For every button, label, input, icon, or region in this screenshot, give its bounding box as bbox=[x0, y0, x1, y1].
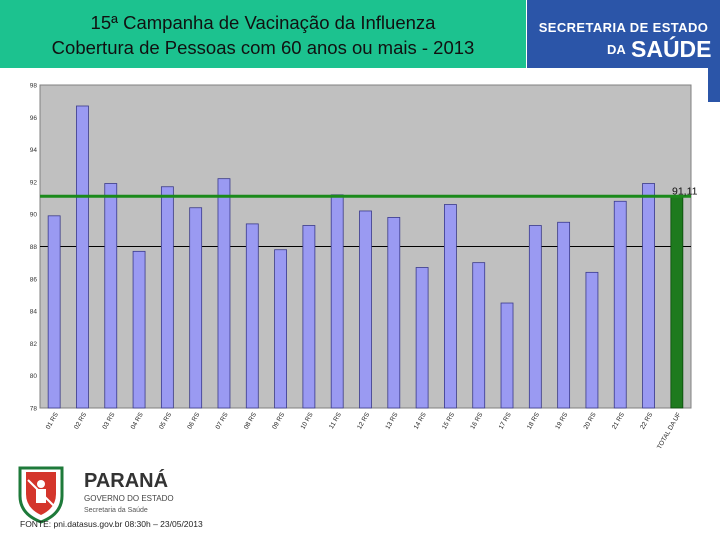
y-tick-label: 78 bbox=[30, 406, 38, 413]
x-tick-label: 08 RS bbox=[243, 411, 258, 431]
bar bbox=[76, 105, 89, 409]
bar bbox=[472, 262, 486, 409]
chart-title-line2: Cobertura de Pessoas com 60 anos ou mais… bbox=[51, 37, 475, 58]
brand-saude: SAÚDE bbox=[631, 36, 712, 62]
bar bbox=[585, 271, 599, 409]
y-tick-label: 88 bbox=[30, 244, 38, 251]
x-tick-label: 16 RS bbox=[469, 411, 484, 431]
x-tick-label: TOTAL DA UF bbox=[656, 411, 683, 450]
bar bbox=[217, 178, 231, 409]
bar bbox=[500, 302, 514, 409]
y-tick-label: 90 bbox=[30, 212, 38, 219]
bar bbox=[47, 215, 61, 409]
x-tick-label: 19 RS bbox=[554, 411, 569, 431]
x-tick-label: 03 RS bbox=[101, 411, 116, 431]
bar bbox=[359, 210, 372, 409]
y-tick-label: 86 bbox=[30, 276, 38, 283]
bar bbox=[415, 267, 429, 409]
y-axis: 78 80 82 84 86 88 90 92 94 96 98 bbox=[30, 83, 38, 413]
bar bbox=[160, 186, 174, 409]
brand-da: DA bbox=[607, 42, 626, 57]
x-tick-label: 05 RS bbox=[158, 411, 173, 431]
bar bbox=[132, 250, 146, 409]
bar bbox=[444, 204, 457, 409]
parana-logo: PARANÁ GOVERNO DO ESTADO Secretaria da S… bbox=[14, 462, 224, 524]
bar bbox=[670, 195, 684, 409]
x-tick-label: 14 RS bbox=[413, 411, 428, 431]
bar bbox=[104, 183, 118, 409]
x-tick-label: 13 RS bbox=[384, 411, 399, 431]
chart-title-line1: 15ª Campanha de Vacinação da Influenza bbox=[90, 12, 436, 33]
bar bbox=[642, 183, 655, 409]
y-tick-label: 96 bbox=[30, 115, 38, 122]
bar bbox=[330, 194, 344, 409]
reference-line-group: 91,11 bbox=[40, 185, 698, 198]
bars bbox=[47, 105, 684, 409]
x-tick-label: 04 RS bbox=[130, 411, 145, 431]
parana-emblem-icon: PARANÁ GOVERNO DO ESTADO Secretaria da S… bbox=[18, 466, 174, 524]
x-tick-label: 10 RS bbox=[300, 411, 315, 431]
bar bbox=[302, 225, 316, 409]
y-tick-label: 82 bbox=[30, 341, 38, 348]
bar bbox=[557, 221, 571, 409]
x-tick-label: 02 RS bbox=[73, 411, 88, 431]
x-tick-label: 11 RS bbox=[328, 411, 343, 430]
brand-tab bbox=[708, 68, 720, 102]
x-tick-label: 01 RS bbox=[45, 411, 60, 431]
x-tick-label: 06 RS bbox=[186, 411, 201, 431]
x-tick-label: 15 RS bbox=[441, 411, 456, 431]
y-tick-label: 94 bbox=[30, 147, 38, 154]
x-tick-label: 12 RS bbox=[356, 411, 371, 431]
y-tick-label: 80 bbox=[30, 373, 38, 380]
x-tick-label: 18 RS bbox=[526, 411, 541, 431]
bar bbox=[274, 249, 287, 409]
y-tick-label: 84 bbox=[30, 309, 38, 316]
x-tick-label: 21 RS bbox=[611, 411, 626, 431]
x-axis: 01 RS 02 RS 03 RS 04 RS 05 RS 06 RS 07 RS 08 RS… bbox=[45, 411, 683, 451]
y-tick-label: 92 bbox=[30, 179, 38, 186]
bar bbox=[387, 217, 401, 409]
x-tick-label: 09 RS bbox=[271, 411, 286, 431]
bar bbox=[613, 200, 627, 409]
bar bbox=[245, 223, 259, 409]
x-tick-label: 07 RS bbox=[215, 411, 230, 431]
logo-sub2: Secretaria da Saúde bbox=[84, 507, 148, 514]
bar bbox=[189, 207, 203, 409]
y-tick-label: 98 bbox=[30, 83, 38, 90]
title-banner: 15ª Campanha de Vacinação da Influenza C… bbox=[0, 0, 526, 68]
reference-line-label: 91,11 bbox=[672, 185, 698, 197]
brand-line1: SECRETARIA DE ESTADO bbox=[538, 20, 709, 35]
x-tick-label: 20 RS bbox=[583, 411, 598, 431]
secretaria-logo: SECRETARIA DE ESTADO DA SAÚDE bbox=[527, 0, 720, 68]
logo-sub1: GOVERNO DO ESTADO bbox=[84, 494, 174, 503]
logo-name: PARANÁ bbox=[84, 469, 168, 492]
bar bbox=[528, 225, 542, 409]
source-note: FONTE: pni.datasus.gov.br 08:30h – 23/05… bbox=[20, 519, 203, 529]
x-tick-label: 22 RS bbox=[639, 411, 654, 431]
x-tick-label: 17 RS bbox=[498, 411, 513, 431]
